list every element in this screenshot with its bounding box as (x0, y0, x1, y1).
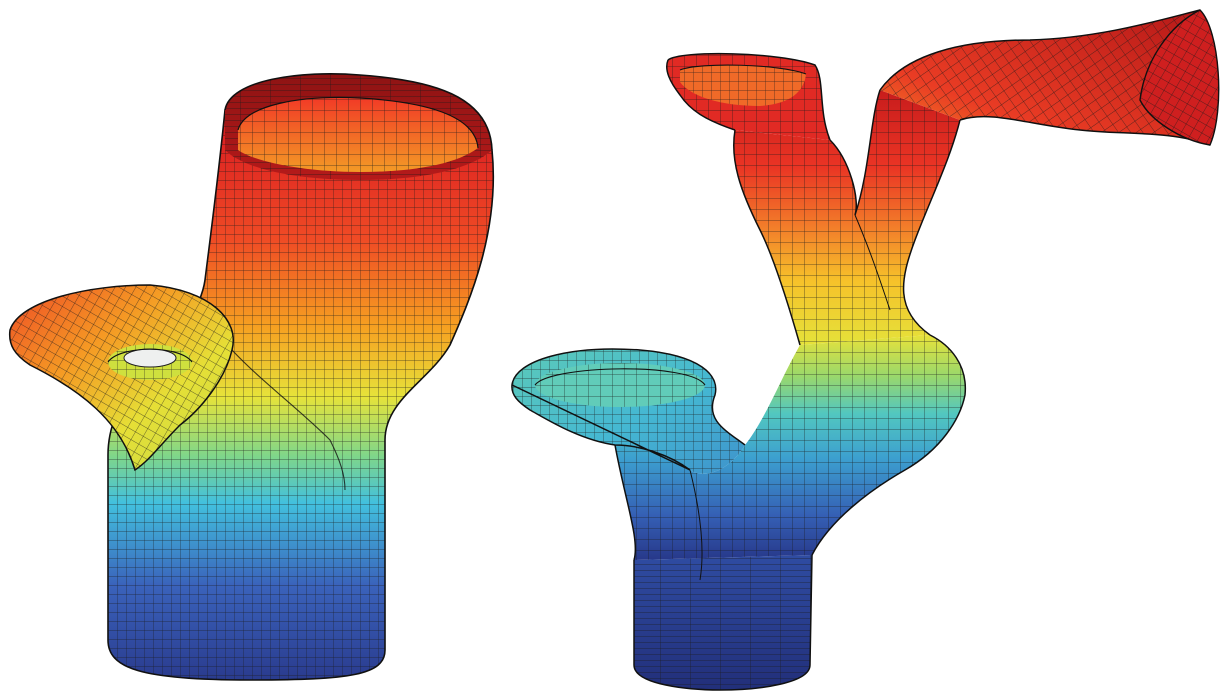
right-lower-trunk (614, 334, 966, 581)
right-base-pipe (633, 554, 813, 691)
right-upper-trunk (732, 89, 961, 346)
right-cyan-branch (511, 348, 746, 474)
left-side-branch (8, 284, 234, 472)
right-left-upper-branch (666, 52, 831, 141)
single-branch-pipe-mesh (8, 72, 495, 681)
right-curving-arm (879, 9, 1220, 146)
double-branch-pipe-mesh (511, 9, 1220, 691)
left-top-opening (224, 72, 493, 180)
